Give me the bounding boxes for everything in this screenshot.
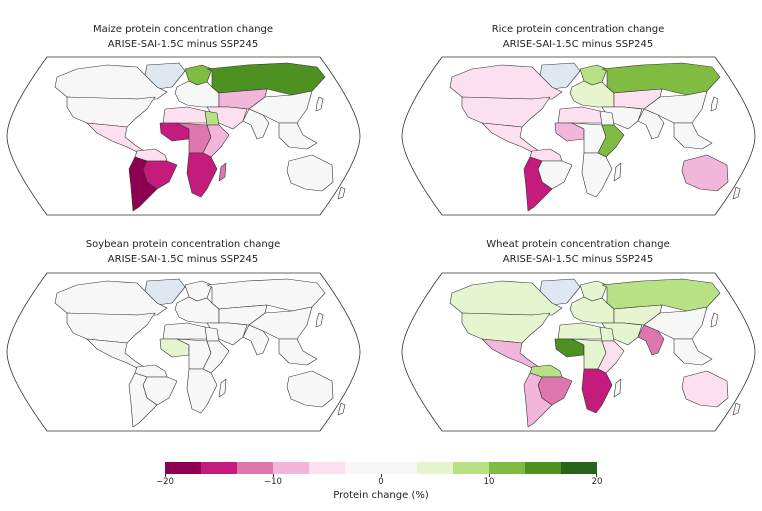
colorbar-tick-label: −20 [156, 477, 174, 487]
colorbar-tick-label: 10 [483, 477, 495, 487]
map-svg [6, 272, 361, 432]
region-australia [681, 370, 729, 408]
region-india [242, 324, 270, 356]
region-sa-south [523, 372, 553, 428]
region-east-africa [202, 124, 230, 158]
region-southern-africa [581, 152, 613, 198]
colorbar-bin [453, 462, 489, 474]
map-svg [401, 56, 756, 216]
region-nz [337, 186, 346, 200]
region-east-africa [597, 124, 625, 158]
wheat-title: Wheat protein concentration change ARISE… [398, 237, 758, 267]
region-australia [286, 154, 334, 192]
colorbar-label: Protein change (%) [333, 490, 429, 501]
colorbar-bin [345, 462, 381, 474]
region-egypt [204, 326, 220, 342]
colorbar-tick-label: 20 [591, 477, 603, 487]
soybean-title-line1: Soybean protein concentration change [85, 239, 281, 250]
colorbar-tickmark [489, 474, 490, 477]
region-egypt [599, 110, 615, 126]
region-east-africa [202, 340, 230, 374]
wheat-subtitle: ARISE-SAI-1.5C minus SSP245 [502, 254, 654, 265]
soybean-map [6, 272, 361, 432]
region-madagascar [218, 162, 227, 182]
region-japan [710, 312, 719, 328]
region-madagascar [613, 378, 622, 398]
region-india [637, 324, 665, 356]
soybean-title: Soybean protein concentration change ARI… [3, 237, 363, 267]
colorbar-bin [525, 462, 561, 474]
colorbar-tick-label: −10 [264, 477, 282, 487]
map-svg [6, 56, 361, 216]
rice-title: Rice protein concentration change ARISE-… [398, 22, 758, 52]
maize-subtitle: ARISE-SAI-1.5C minus SSP245 [107, 39, 259, 50]
colorbar [165, 462, 597, 474]
region-se-asia [673, 122, 713, 150]
colorbar-bin [381, 462, 417, 474]
colorbar-tickmark [381, 474, 382, 477]
region-southern-africa [581, 368, 613, 414]
region-southern-africa [186, 368, 218, 414]
colorbar-bin [165, 462, 201, 474]
region-nz [732, 402, 741, 416]
colorbar-bin [489, 462, 525, 474]
colorbar-bin [273, 462, 309, 474]
region-japan [710, 96, 719, 112]
region-east-africa [597, 340, 625, 374]
colorbar-bin [309, 462, 345, 474]
maize-title: Maize protein concentration change ARISE… [3, 22, 363, 52]
colorbar-bin [417, 462, 453, 474]
rice-title-line1: Rice protein concentration change [491, 24, 665, 35]
colorbar-tickmark [273, 474, 274, 477]
region-india [637, 108, 665, 140]
region-sa-south [128, 372, 158, 428]
wheat-title-line1: Wheat protein concentration change [486, 239, 670, 250]
region-madagascar [613, 162, 622, 182]
map-svg [401, 272, 756, 432]
region-madagascar [218, 378, 227, 398]
region-australia [286, 370, 334, 408]
wheat-map [401, 272, 756, 432]
colorbar-bin [201, 462, 237, 474]
region-nz [732, 186, 741, 200]
region-southern-africa [186, 152, 218, 198]
colorbar-bin [561, 462, 597, 474]
region-se-asia [673, 338, 713, 366]
region-japan [315, 312, 324, 328]
rice-subtitle: ARISE-SAI-1.5C minus SSP245 [502, 39, 654, 50]
rice-map [401, 56, 756, 216]
colorbar-tickmark [596, 474, 597, 477]
region-sa-south [523, 156, 553, 212]
maize-map [6, 56, 361, 216]
colorbar-bin [237, 462, 273, 474]
soybean-subtitle: ARISE-SAI-1.5C minus SSP245 [107, 254, 259, 265]
region-nz [337, 402, 346, 416]
region-sa-south [128, 156, 158, 212]
colorbar-tick-label: 0 [378, 477, 384, 487]
colorbar-tickmark [165, 474, 166, 477]
region-egypt [599, 326, 615, 342]
region-egypt [204, 110, 220, 126]
region-australia [681, 154, 729, 192]
region-japan [315, 96, 324, 112]
maize-title-line1: Maize protein concentration change [92, 24, 274, 35]
region-se-asia [278, 338, 318, 366]
region-india [242, 108, 270, 140]
region-se-asia [278, 122, 318, 150]
